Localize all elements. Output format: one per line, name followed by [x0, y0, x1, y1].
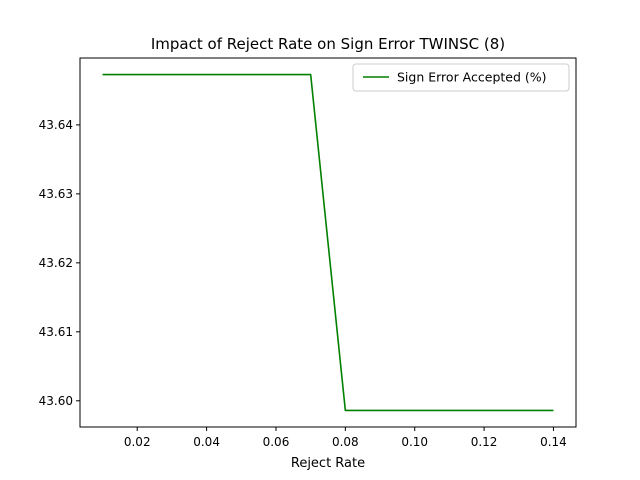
plot-frame — [79, 57, 577, 428]
series-layer — [102, 73, 554, 412]
legend: Sign Error Accepted (%) — [352, 63, 570, 92]
y-tick-label: 43.63 — [39, 187, 73, 201]
x-tick-label: 0.02 — [124, 435, 151, 449]
x-axis: 0.02 0.04 0.06 0.08 0.10 0.12 0.14 — [124, 427, 567, 449]
x-tick-label: 0.06 — [263, 435, 290, 449]
plot-area — [79, 57, 577, 428]
y-tick-label: 43.64 — [39, 118, 73, 132]
legend-box — [352, 63, 570, 92]
x-tick-label: 0.04 — [193, 435, 220, 449]
x-tick-label: 0.14 — [540, 435, 567, 449]
legend-label: Sign Error Accepted (%) — [397, 70, 547, 85]
x-tick-label: 0.10 — [401, 435, 428, 449]
series-line — [102, 73, 554, 412]
chart-title: Impact of Reject Rate on Sign Error TWIN… — [151, 35, 505, 53]
y-tick-label: 43.62 — [39, 256, 73, 270]
x-axis-label: Reject Rate — [291, 456, 365, 471]
y-tick-label: 43.60 — [39, 394, 73, 408]
y-axis: 43.60 43.61 43.62 43.63 43.64 — [39, 118, 80, 408]
x-tick-label: 0.08 — [332, 435, 359, 449]
y-tick-label: 43.61 — [39, 325, 73, 339]
x-tick-label: 0.12 — [471, 435, 498, 449]
